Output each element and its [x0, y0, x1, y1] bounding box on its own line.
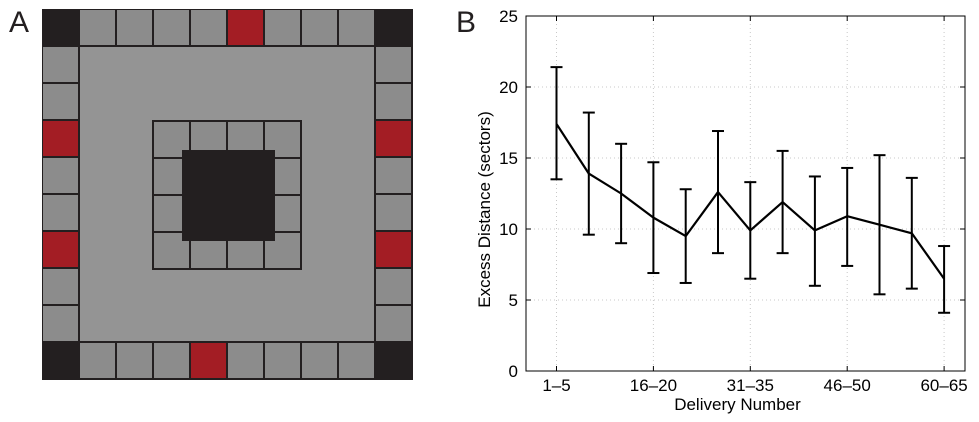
x-tick-label: 1–5: [542, 376, 570, 395]
sector-cell: [374, 82, 413, 121]
sector-cell: [337, 9, 376, 47]
sector-cell: [263, 9, 302, 47]
sector-cell: [42, 267, 80, 306]
y-axis-label: Excess Distance (sectors): [475, 111, 494, 308]
sector-cell: [78, 9, 117, 47]
y-tick-label: 20: [499, 78, 518, 97]
corner-cell: [374, 9, 413, 47]
sector-cell: [42, 193, 80, 232]
x-tick-label: 60–65: [920, 376, 967, 395]
y-tick-label: 15: [499, 149, 518, 168]
corner-cell: [42, 341, 80, 380]
sector-cell: [374, 304, 413, 343]
sector-cell: [78, 341, 117, 380]
y-tick-label: 10: [499, 220, 518, 239]
plot-frame: [525, 15, 966, 372]
sector-cell: [374, 156, 413, 195]
sector-cell: [337, 341, 376, 380]
excess-distance-chart: 0 5 10 15 20 25 1–5 16–20 31–35 46–50 60–65 Delive…: [475, 7, 968, 414]
sector-cell: [374, 193, 413, 232]
corner-cell: [374, 341, 413, 380]
chart-gridlines: [526, 16, 965, 371]
target-sector: [226, 9, 265, 47]
chart-marks: [550, 66, 951, 314]
inner-sector-cell: [263, 231, 302, 270]
target-sector: [42, 119, 80, 158]
panel-label-a: A: [9, 6, 30, 39]
sector-cell: [115, 341, 154, 380]
chart-ticks: 0 5 10 15 20 25 1–5 16–20 31–35 46–50 60–65: [499, 7, 968, 395]
x-tick-label: 46–50: [824, 376, 871, 395]
sector-cell: [374, 267, 413, 306]
panel-label-b: B: [456, 6, 477, 39]
target-sector: [189, 341, 228, 380]
sector-cell: [263, 341, 302, 380]
target-sector: [374, 230, 413, 269]
sector-cell: [374, 45, 413, 84]
sector-cell: [152, 341, 191, 380]
sector-cell: [152, 9, 191, 47]
sector-cell: [300, 341, 339, 380]
y-tick-label: 25: [499, 7, 518, 26]
sector-cell: [226, 341, 265, 380]
sector-cell: [300, 9, 339, 47]
y-tick-label: 0: [509, 362, 518, 381]
target-sector: [374, 119, 413, 158]
sector-cell: [189, 9, 228, 47]
sector-cell: [115, 9, 154, 47]
center-block: [182, 150, 275, 241]
corner-cell: [42, 9, 80, 47]
series-line: [555, 123, 945, 280]
sector-cell: [42, 82, 80, 121]
sector-cell: [42, 45, 80, 84]
x-tick-label: 16–20: [630, 376, 677, 395]
sector-cell: [42, 304, 80, 343]
target-sector: [42, 230, 80, 269]
y-tick-label: 5: [509, 291, 518, 310]
x-tick-label: 31–35: [727, 376, 774, 395]
maze-diagram: [42, 9, 413, 380]
x-axis-label: Delivery Number: [674, 395, 801, 414]
sector-cell: [42, 156, 80, 195]
